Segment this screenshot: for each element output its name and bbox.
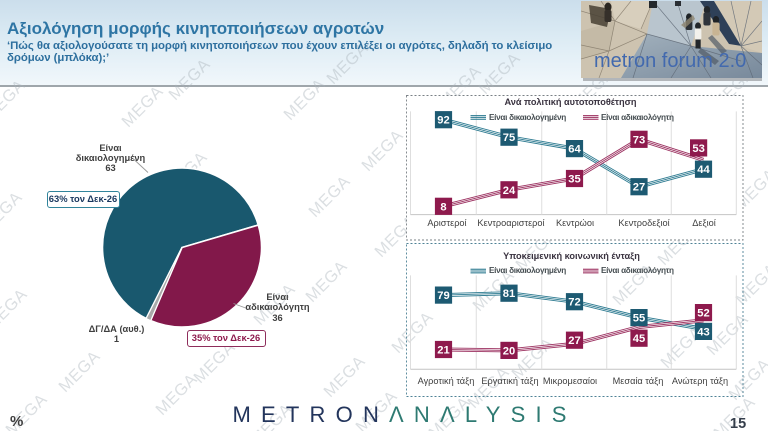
svg-text:72: 72 (568, 297, 580, 309)
svg-text:92: 92 (437, 115, 449, 127)
svg-text:35: 35 (568, 174, 580, 186)
svg-text:21: 21 (437, 345, 449, 357)
svg-text:64: 64 (568, 144, 581, 156)
svg-text:43: 43 (697, 326, 709, 338)
svg-text:44: 44 (697, 164, 710, 176)
svg-text:52: 52 (697, 308, 709, 320)
svg-text:metron forum 2.0: metron forum 2.0 (594, 50, 746, 72)
svg-text:24: 24 (503, 185, 516, 197)
svg-text:75: 75 (503, 132, 515, 144)
svg-text:53: 53 (692, 143, 704, 155)
svg-text:73: 73 (633, 134, 645, 146)
svg-text:55: 55 (633, 313, 645, 325)
svg-text:20: 20 (503, 345, 515, 357)
svg-text:27: 27 (633, 182, 645, 194)
svg-text:81: 81 (503, 288, 515, 300)
svg-text:27: 27 (568, 335, 580, 347)
svg-text:8: 8 (440, 201, 446, 213)
svg-text:45: 45 (633, 333, 645, 345)
svg-text:79: 79 (437, 290, 449, 302)
